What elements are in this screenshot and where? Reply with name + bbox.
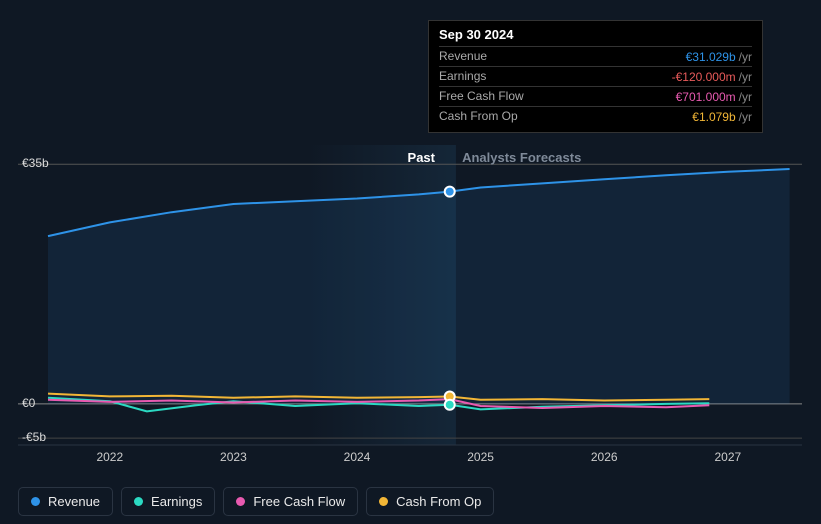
y-tick-label: €0	[22, 396, 35, 410]
legend-item-revenue[interactable]: Revenue	[18, 487, 113, 516]
tooltip-row-unit: /yr	[739, 50, 752, 64]
chart-legend: Revenue Earnings Free Cash Flow Cash From O…	[18, 487, 494, 516]
y-tick-label: -€5b	[22, 430, 46, 444]
past-label: Past	[408, 150, 435, 165]
legend-label: Revenue	[48, 494, 100, 509]
legend-label: Free Cash Flow	[253, 494, 345, 509]
x-tick-label: 2022	[96, 450, 123, 464]
tooltip-row-value: €1.079b	[692, 110, 735, 124]
tooltip-row: Free Cash Flow €701.000m/yr	[439, 86, 752, 106]
legend-label: Earnings	[151, 494, 202, 509]
legend-dot-icon	[31, 497, 40, 506]
tooltip-row-label: Free Cash Flow	[439, 89, 524, 104]
x-tick-label: 2024	[344, 450, 371, 464]
tooltip-row-unit: /yr	[739, 70, 752, 84]
legend-label: Cash From Op	[396, 494, 481, 509]
tooltip-row: Earnings -€120.000m/yr	[439, 66, 752, 86]
tooltip-row-label: Cash From Op	[439, 109, 518, 124]
legend-item-cfo[interactable]: Cash From Op	[366, 487, 494, 516]
financials-chart: -€5b €0 €35b 2022 2023 2024 2025 2026 2027 Past…	[0, 0, 821, 524]
tooltip-row-value: €701.000m	[676, 90, 736, 104]
tooltip-row-label: Earnings	[439, 69, 486, 84]
x-tick-label: 2023	[220, 450, 247, 464]
tooltip-row-label: Revenue	[439, 49, 487, 64]
chart-tooltip: Sep 30 2024 Revenue €31.029b/yr Earnings -€…	[428, 20, 763, 133]
tooltip-date: Sep 30 2024	[439, 27, 752, 46]
tooltip-row-unit: /yr	[739, 110, 752, 124]
tooltip-row-value: €31.029b	[686, 50, 736, 64]
x-tick-label: 2025	[467, 450, 494, 464]
legend-dot-icon	[134, 497, 143, 506]
legend-item-earnings[interactable]: Earnings	[121, 487, 215, 516]
tooltip-row-unit: /yr	[739, 90, 752, 104]
legend-dot-icon	[236, 497, 245, 506]
tooltip-row: Cash From Op €1.079b/yr	[439, 106, 752, 126]
y-tick-label: €35b	[22, 156, 49, 170]
x-tick-label: 2027	[714, 450, 741, 464]
forecast-label: Analysts Forecasts	[462, 150, 581, 165]
tooltip-row: Revenue €31.029b/yr	[439, 46, 752, 66]
legend-item-fcf[interactable]: Free Cash Flow	[223, 487, 358, 516]
x-tick-label: 2026	[591, 450, 618, 464]
tooltip-row-value: -€120.000m	[672, 70, 736, 84]
legend-dot-icon	[379, 497, 388, 506]
